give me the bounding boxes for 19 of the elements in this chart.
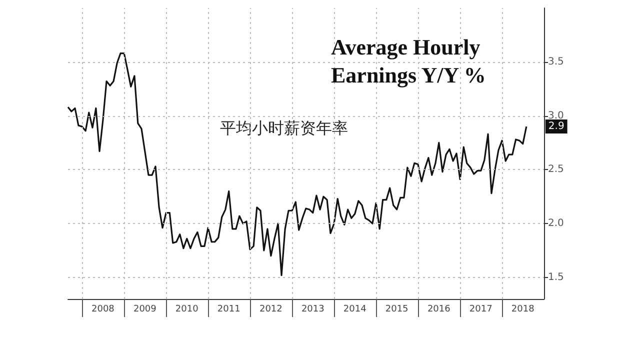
- y-tick-label: 1.5: [548, 272, 564, 283]
- x-tick-label: 2014: [343, 304, 367, 314]
- y-tick-label: 2.0: [548, 218, 564, 230]
- x-tick-label: 2015: [385, 304, 408, 314]
- y-tick-label: 2.5: [548, 164, 564, 176]
- x-tick-label: 2016: [427, 304, 451, 314]
- x-tick-label: 2010: [175, 304, 199, 314]
- x-tick-label: 2018: [511, 304, 535, 314]
- text: Average Hourly Earnings Y/Y %: [331, 34, 486, 88]
- x-tick-label: 2008: [92, 304, 115, 314]
- x-tick-label: 2017: [469, 304, 492, 314]
- x-tick-label: 2011: [217, 304, 240, 314]
- x-tick-label: 2009: [133, 304, 157, 314]
- annotation: 平均小时薪资年率: [220, 118, 348, 138]
- y-tick-label: 3.5: [548, 56, 564, 68]
- annotation: 2.9: [548, 121, 564, 132]
- x-tick-label: 2012: [259, 304, 282, 314]
- x-tick-label: 2013: [301, 304, 324, 314]
- y-tick-label: 3.0: [548, 110, 564, 122]
